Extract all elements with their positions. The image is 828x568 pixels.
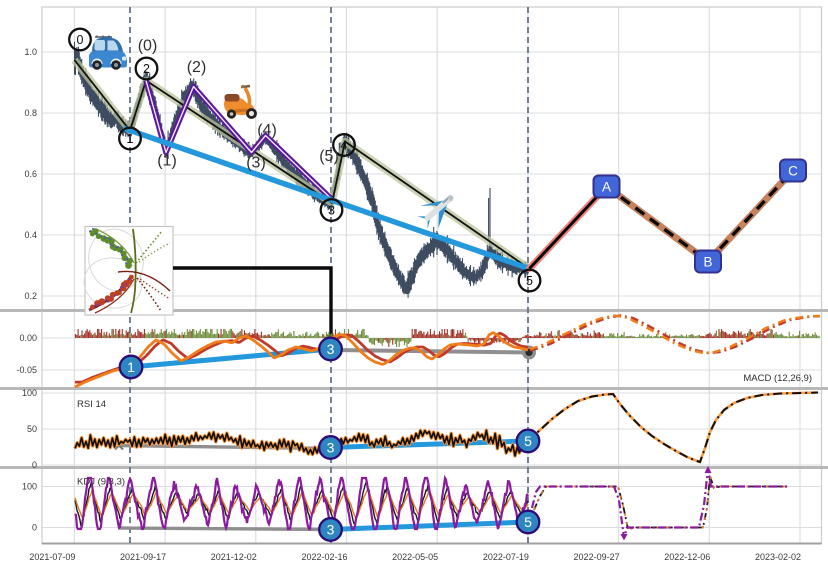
svg-text:0: 0: [32, 523, 37, 533]
svg-text:3: 3: [327, 522, 335, 538]
svg-text:2023-02-02: 2023-02-02: [755, 552, 801, 562]
svg-text:(1): (1): [157, 153, 177, 170]
svg-text:(4): (4): [257, 122, 277, 139]
svg-text:100: 100: [22, 388, 37, 398]
svg-text:5: 5: [524, 514, 532, 530]
svg-text:C: C: [788, 163, 798, 178]
svg-text:2022-05-05: 2022-05-05: [392, 552, 438, 562]
svg-text:50: 50: [27, 424, 37, 434]
svg-text:2021-09-17: 2021-09-17: [120, 552, 166, 562]
svg-text:0.00: 0.00: [19, 333, 37, 343]
svg-text:1: 1: [127, 132, 134, 146]
svg-text:0.8: 0.8: [24, 108, 37, 118]
svg-text:2021-07-09: 2021-07-09: [29, 552, 75, 562]
svg-text:2: 2: [143, 62, 150, 76]
svg-text:B: B: [703, 254, 712, 269]
svg-text:3: 3: [327, 440, 335, 456]
svg-text:0.6: 0.6: [24, 169, 37, 179]
svg-text:3: 3: [328, 204, 335, 218]
svg-text:-0.05: -0.05: [16, 365, 37, 375]
svg-text:0: 0: [77, 33, 84, 47]
svg-text:1: 1: [127, 359, 135, 375]
svg-text:0.2: 0.2: [24, 291, 37, 301]
svg-text:A: A: [602, 179, 611, 194]
svg-text:RSI 14: RSI 14: [77, 399, 106, 410]
svg-text:2022-09-27: 2022-09-27: [574, 552, 620, 562]
svg-text:5: 5: [526, 274, 533, 288]
svg-text:3: 3: [327, 341, 335, 357]
svg-text:0.4: 0.4: [24, 230, 37, 240]
svg-text:(5): (5): [319, 148, 339, 165]
svg-text:100: 100: [22, 482, 37, 492]
svg-text:(0): (0): [138, 38, 158, 55]
svg-text:1.0: 1.0: [24, 47, 37, 57]
svg-text:2022-07-19: 2022-07-19: [483, 552, 529, 562]
svg-text:(2): (2): [187, 59, 207, 76]
svg-text:(3): (3): [246, 155, 266, 172]
svg-text:0: 0: [32, 460, 37, 470]
svg-text:KDJ (9,3,3): KDJ (9,3,3): [77, 477, 125, 488]
svg-text:2021-12-02: 2021-12-02: [211, 552, 257, 562]
svg-text:2022-02-16: 2022-02-16: [301, 552, 347, 562]
svg-text:4: 4: [341, 139, 348, 153]
svg-text:5: 5: [524, 433, 532, 449]
svg-text:MACD (12,26,9): MACD (12,26,9): [743, 373, 812, 384]
svg-text:2022-12-06: 2022-12-06: [664, 552, 710, 562]
